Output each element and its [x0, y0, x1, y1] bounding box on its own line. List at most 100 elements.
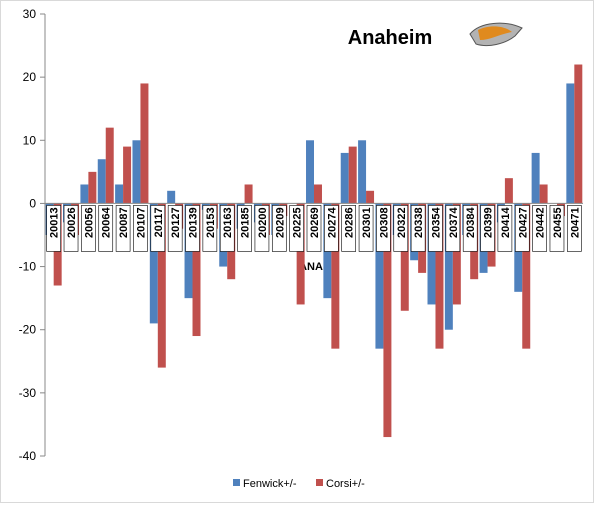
x-tick-label: 20471 — [569, 207, 581, 238]
bar — [566, 83, 575, 204]
x-tick-label: 20107 — [135, 207, 147, 238]
x-tick-box — [393, 205, 409, 252]
x-tick-label: 20286 — [344, 207, 356, 238]
y-tick-label: -30 — [19, 386, 37, 400]
bar — [115, 184, 124, 204]
x-tick-label: 20153 — [205, 207, 217, 238]
x-tick-box — [46, 205, 61, 252]
legend-swatch — [233, 479, 240, 486]
bar — [400, 203, 409, 311]
x-tick-box — [81, 205, 96, 252]
bar — [331, 203, 340, 349]
bar — [314, 184, 322, 204]
bar — [539, 184, 548, 204]
x-tick-label: 20354 — [430, 207, 442, 238]
y-tick-label: -40 — [19, 449, 37, 463]
bar — [140, 83, 149, 204]
x-tick-box — [410, 205, 426, 252]
bar — [340, 152, 349, 204]
bar — [435, 203, 444, 349]
x-tick-box — [150, 205, 166, 252]
bar — [80, 184, 89, 204]
x-tick-label: 20414 — [500, 207, 512, 238]
x-tick-label: 20427 — [517, 207, 529, 238]
bar — [427, 203, 436, 305]
x-tick-label: 20374 — [448, 207, 460, 238]
bar — [132, 140, 141, 204]
bar — [444, 203, 453, 330]
x-tick-box — [462, 205, 478, 252]
x-tick-box — [567, 205, 582, 252]
bar — [348, 146, 357, 204]
x-tick-label: 20139 — [188, 207, 200, 238]
x-tick-label: 20209 — [274, 207, 286, 238]
bar — [574, 64, 583, 204]
bar — [383, 203, 392, 438]
x-tick-box — [324, 205, 339, 252]
x-tick-box — [428, 205, 443, 252]
bar — [306, 140, 314, 204]
x-tick-box — [341, 205, 357, 252]
x-tick-box — [549, 205, 565, 252]
x-tick-label: 20399 — [483, 207, 495, 238]
x-tick-box — [289, 205, 304, 252]
y-tick-label: 30 — [23, 7, 37, 21]
x-tick-box — [358, 205, 374, 252]
x-tick-box — [219, 205, 235, 252]
team-logo — [469, 22, 523, 47]
x-tick-box — [202, 205, 218, 252]
x-tick-box — [271, 205, 287, 252]
bar — [192, 203, 201, 337]
bar — [504, 178, 513, 204]
x-tick-label: 20056 — [83, 207, 95, 238]
x-tick-label: 20064 — [101, 207, 113, 238]
x-tick-box — [237, 205, 252, 252]
y-tick-label: -10 — [19, 260, 37, 274]
x-tick-box — [445, 205, 461, 252]
bar — [531, 152, 540, 204]
bar — [296, 203, 305, 305]
x-tick-box — [115, 205, 131, 252]
x-tick-label: 20442 — [535, 207, 547, 238]
y-tick-label: 0 — [29, 196, 36, 210]
x-tick-label: 20026 — [66, 207, 78, 238]
y-tick-label: -20 — [19, 323, 37, 337]
x-tick-label: 20225 — [292, 207, 304, 238]
bar — [366, 190, 375, 204]
x-tick-label: 20163 — [222, 207, 234, 238]
y-tick-label: 10 — [23, 133, 37, 147]
bar — [244, 184, 253, 204]
x-tick-label: 20117 — [153, 207, 165, 237]
x-tick-label: 20127 — [170, 207, 182, 238]
x-tick-label: 20185 — [240, 207, 252, 238]
x-tick-box — [98, 205, 114, 252]
x-tick-label: 20013 — [49, 207, 61, 238]
x-tick-box — [254, 205, 270, 252]
x-tick-box — [480, 205, 495, 252]
bar — [105, 127, 114, 204]
legend-label: Fenwick+/- — [243, 478, 297, 490]
x-tick-label: 20322 — [396, 207, 408, 238]
chart-title: Anaheim — [348, 27, 432, 49]
x-tick-box — [167, 205, 183, 252]
x-tick-label: 20384 — [465, 207, 477, 238]
x-tick-box — [514, 205, 530, 252]
bar — [452, 203, 461, 305]
x-tick-box — [133, 205, 148, 252]
bar — [358, 140, 367, 204]
x-tick-box — [497, 205, 513, 252]
x-tick-label: 20269 — [309, 207, 321, 238]
legend-label: Corsi+/- — [326, 478, 365, 490]
bar — [157, 203, 166, 368]
annotation: ANA — [299, 261, 323, 273]
x-tick-label: 20274 — [326, 207, 338, 238]
x-tick-box — [306, 205, 322, 252]
x-tick-box — [376, 205, 391, 252]
x-tick-box — [185, 205, 200, 252]
bar — [375, 203, 384, 349]
x-tick-label: 20338 — [413, 207, 425, 238]
bar — [88, 171, 97, 204]
bar — [167, 190, 176, 204]
bar — [97, 159, 106, 204]
